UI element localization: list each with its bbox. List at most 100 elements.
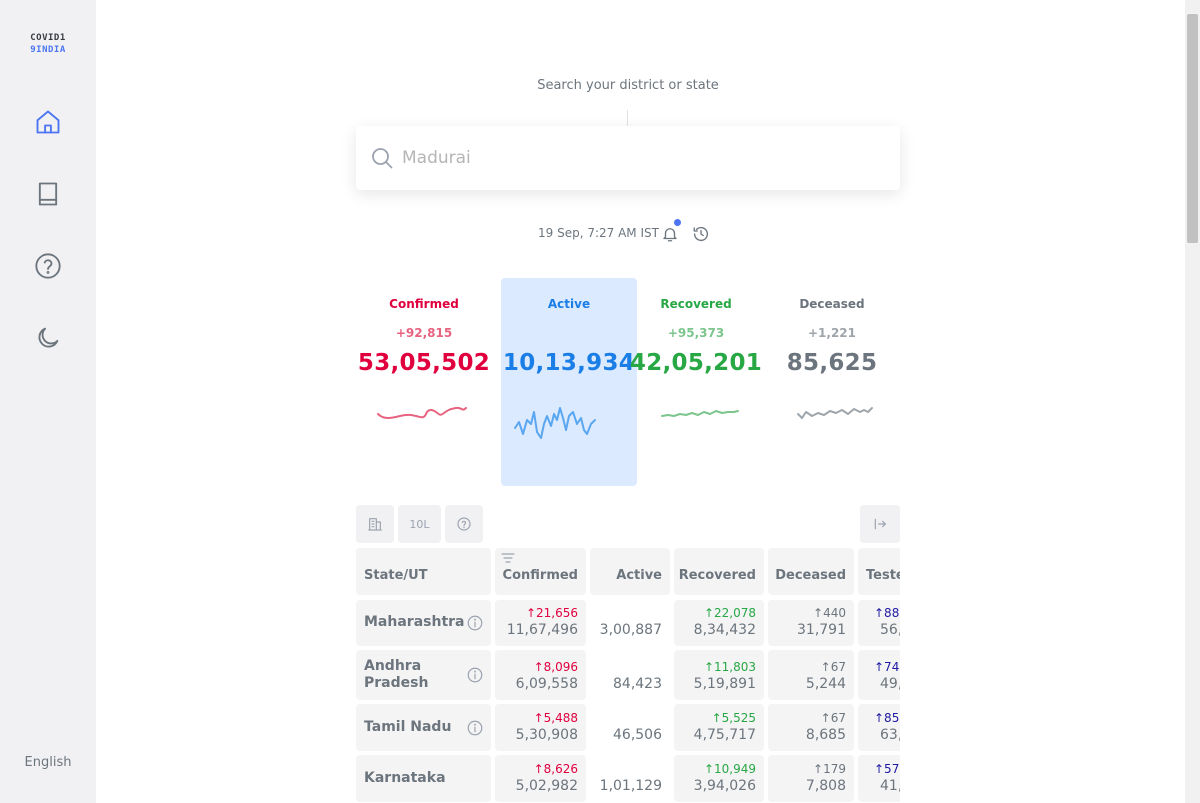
state-name: Tamil Nadu bbox=[364, 719, 452, 735]
recovered-sparkline bbox=[661, 410, 739, 417]
total-value: 7,808 bbox=[805, 778, 846, 794]
cell-active: 46,506 bbox=[590, 704, 670, 751]
total-value: 5,244 bbox=[805, 676, 846, 692]
total-value: 5,02,982 bbox=[515, 778, 578, 794]
search-input[interactable] bbox=[402, 140, 882, 176]
info-icon[interactable] bbox=[466, 719, 484, 737]
table-row-state[interactable]: Andhra Pradesh bbox=[356, 650, 491, 700]
search-box[interactable] bbox=[356, 126, 900, 190]
header-confirmed[interactable]: Confirmed bbox=[495, 548, 586, 595]
delta-value: ↑8,096 bbox=[533, 660, 578, 674]
cell-recovered: ↑11,803 5,19,891 bbox=[674, 650, 764, 700]
total-value: 63,73,421 bbox=[880, 727, 900, 743]
abbreviation-toggle-button[interactable]: 10L bbox=[398, 505, 441, 543]
scrollbar-thumb[interactable] bbox=[1187, 14, 1198, 243]
level-total: 42,05,201 bbox=[629, 350, 763, 376]
info-icon[interactable] bbox=[466, 666, 484, 684]
delta-value: ↑179 bbox=[813, 762, 846, 776]
delta-value: ↑440 bbox=[813, 606, 846, 620]
app-logo[interactable]: COVID1 9INDIA bbox=[0, 32, 96, 56]
total-value: 46,506 bbox=[613, 727, 662, 743]
header-deceased[interactable]: Deceased bbox=[768, 548, 854, 595]
cell-tested: ↑88,181 56,31,049 bbox=[858, 600, 900, 646]
cell-recovered: ↑10,949 3,94,026 bbox=[674, 755, 764, 802]
header-state[interactable]: State/UT bbox=[356, 548, 491, 595]
scrollbar[interactable] bbox=[1185, 0, 1200, 803]
cell-confirmed: ↑21,656 11,67,496 bbox=[495, 600, 586, 646]
total-value: 3,00,887 bbox=[599, 622, 662, 638]
table-row-state[interactable]: Maharashtra bbox=[356, 600, 491, 646]
table-row-state[interactable]: Tamil Nadu bbox=[356, 704, 491, 751]
moon-icon[interactable] bbox=[34, 324, 62, 352]
table-row-state[interactable]: Karnataka bbox=[356, 755, 491, 802]
total-value: 41,38,292 bbox=[880, 778, 900, 794]
delta-value: ↑5,525 bbox=[711, 711, 756, 725]
level-total: 53,05,502 bbox=[357, 350, 491, 376]
header-label: State/UT bbox=[364, 568, 428, 583]
book-icon[interactable] bbox=[34, 180, 62, 208]
delta-value: ↑21,656 bbox=[525, 606, 578, 620]
header-recovered[interactable]: Recovered bbox=[674, 548, 764, 595]
header-active[interactable]: Active bbox=[590, 548, 670, 595]
history-icon[interactable] bbox=[692, 225, 710, 243]
cell-recovered: ↑5,525 4,75,717 bbox=[674, 704, 764, 751]
cell-tested: ↑85,703 63,73,421 bbox=[858, 704, 900, 751]
total-value: 8,34,432 bbox=[693, 622, 756, 638]
cell-tested: ↑74,710 49,86,234 bbox=[858, 650, 900, 700]
total-value: 11,67,496 bbox=[506, 622, 578, 638]
delta-value: ↑85,703 bbox=[874, 711, 900, 725]
cell-tested: ↑57,824 41,38,292 bbox=[858, 755, 900, 802]
cell-confirmed: ↑5,488 5,30,908 bbox=[495, 704, 586, 751]
expand-table-button[interactable] bbox=[860, 505, 900, 543]
level-title: Deceased bbox=[799, 297, 865, 311]
delta-value: ↑57,824 bbox=[874, 762, 900, 776]
total-value: 56,31,049 bbox=[880, 622, 900, 638]
total-value: 1,01,129 bbox=[599, 778, 662, 794]
table-help-button[interactable] bbox=[445, 505, 483, 543]
search-label: Search your district or state bbox=[537, 78, 719, 93]
level-total: 10,13,934 bbox=[502, 350, 636, 376]
search-divider bbox=[627, 110, 628, 126]
level-deceased[interactable]: Deceased +1,221 85,625 bbox=[764, 278, 900, 486]
search-icon bbox=[372, 148, 393, 169]
header-label: Recovered bbox=[678, 568, 756, 583]
total-value: 4,75,717 bbox=[693, 727, 756, 743]
cell-deceased: ↑67 8,685 bbox=[768, 704, 854, 751]
level-delta: +95,373 bbox=[667, 326, 725, 340]
level-active[interactable]: Active 10,13,934 bbox=[501, 278, 637, 486]
logo-line-1: COVID1 bbox=[30, 33, 66, 43]
cell-active: 84,423 bbox=[590, 650, 670, 700]
total-value: 49,86,234 bbox=[880, 676, 900, 692]
cell-recovered: ↑22,078 8,34,432 bbox=[674, 600, 764, 646]
cell-deceased: ↑440 31,791 bbox=[768, 600, 854, 646]
level-confirmed[interactable]: Confirmed +92,815 53,05,502 bbox=[356, 278, 492, 486]
header-label: Confirmed bbox=[502, 568, 578, 583]
sort-icon bbox=[501, 553, 515, 563]
delta-value: ↑5,488 bbox=[533, 711, 578, 725]
level-total: 85,625 bbox=[786, 350, 878, 376]
total-value: 6,09,558 bbox=[515, 676, 578, 692]
home-icon[interactable] bbox=[34, 108, 62, 136]
level-delta: +92,815 bbox=[395, 326, 453, 340]
delta-value: ↑67 bbox=[820, 660, 846, 674]
header-label: Tested bbox=[866, 568, 900, 583]
building-icon bbox=[368, 518, 382, 531]
language-switcher[interactable]: English bbox=[24, 755, 72, 770]
total-value: 31,791 bbox=[797, 622, 846, 638]
district-toggle-button[interactable] bbox=[356, 505, 394, 543]
cell-confirmed: ↑8,096 6,09,558 bbox=[495, 650, 586, 700]
delta-value: ↑67 bbox=[820, 711, 846, 725]
delta-value: ↑22,078 bbox=[703, 606, 756, 620]
state-name: Karnataka bbox=[364, 770, 446, 786]
level-recovered[interactable]: Recovered +95,373 42,05,201 bbox=[628, 278, 764, 486]
confirmed-sparkline bbox=[377, 406, 467, 419]
deceased-sparkline bbox=[797, 407, 873, 419]
state-name: Maharashtra bbox=[364, 614, 465, 630]
delta-value: ↑11,803 bbox=[703, 660, 756, 674]
bell-icon[interactable] bbox=[661, 225, 679, 243]
delta-value: ↑10,949 bbox=[703, 762, 756, 776]
info-icon[interactable] bbox=[466, 614, 484, 632]
state-table: State/UT Confirmed Active Recovered Dece… bbox=[356, 548, 900, 803]
help-icon[interactable] bbox=[34, 252, 62, 280]
header-tested[interactable]: Tested bbox=[858, 548, 900, 595]
